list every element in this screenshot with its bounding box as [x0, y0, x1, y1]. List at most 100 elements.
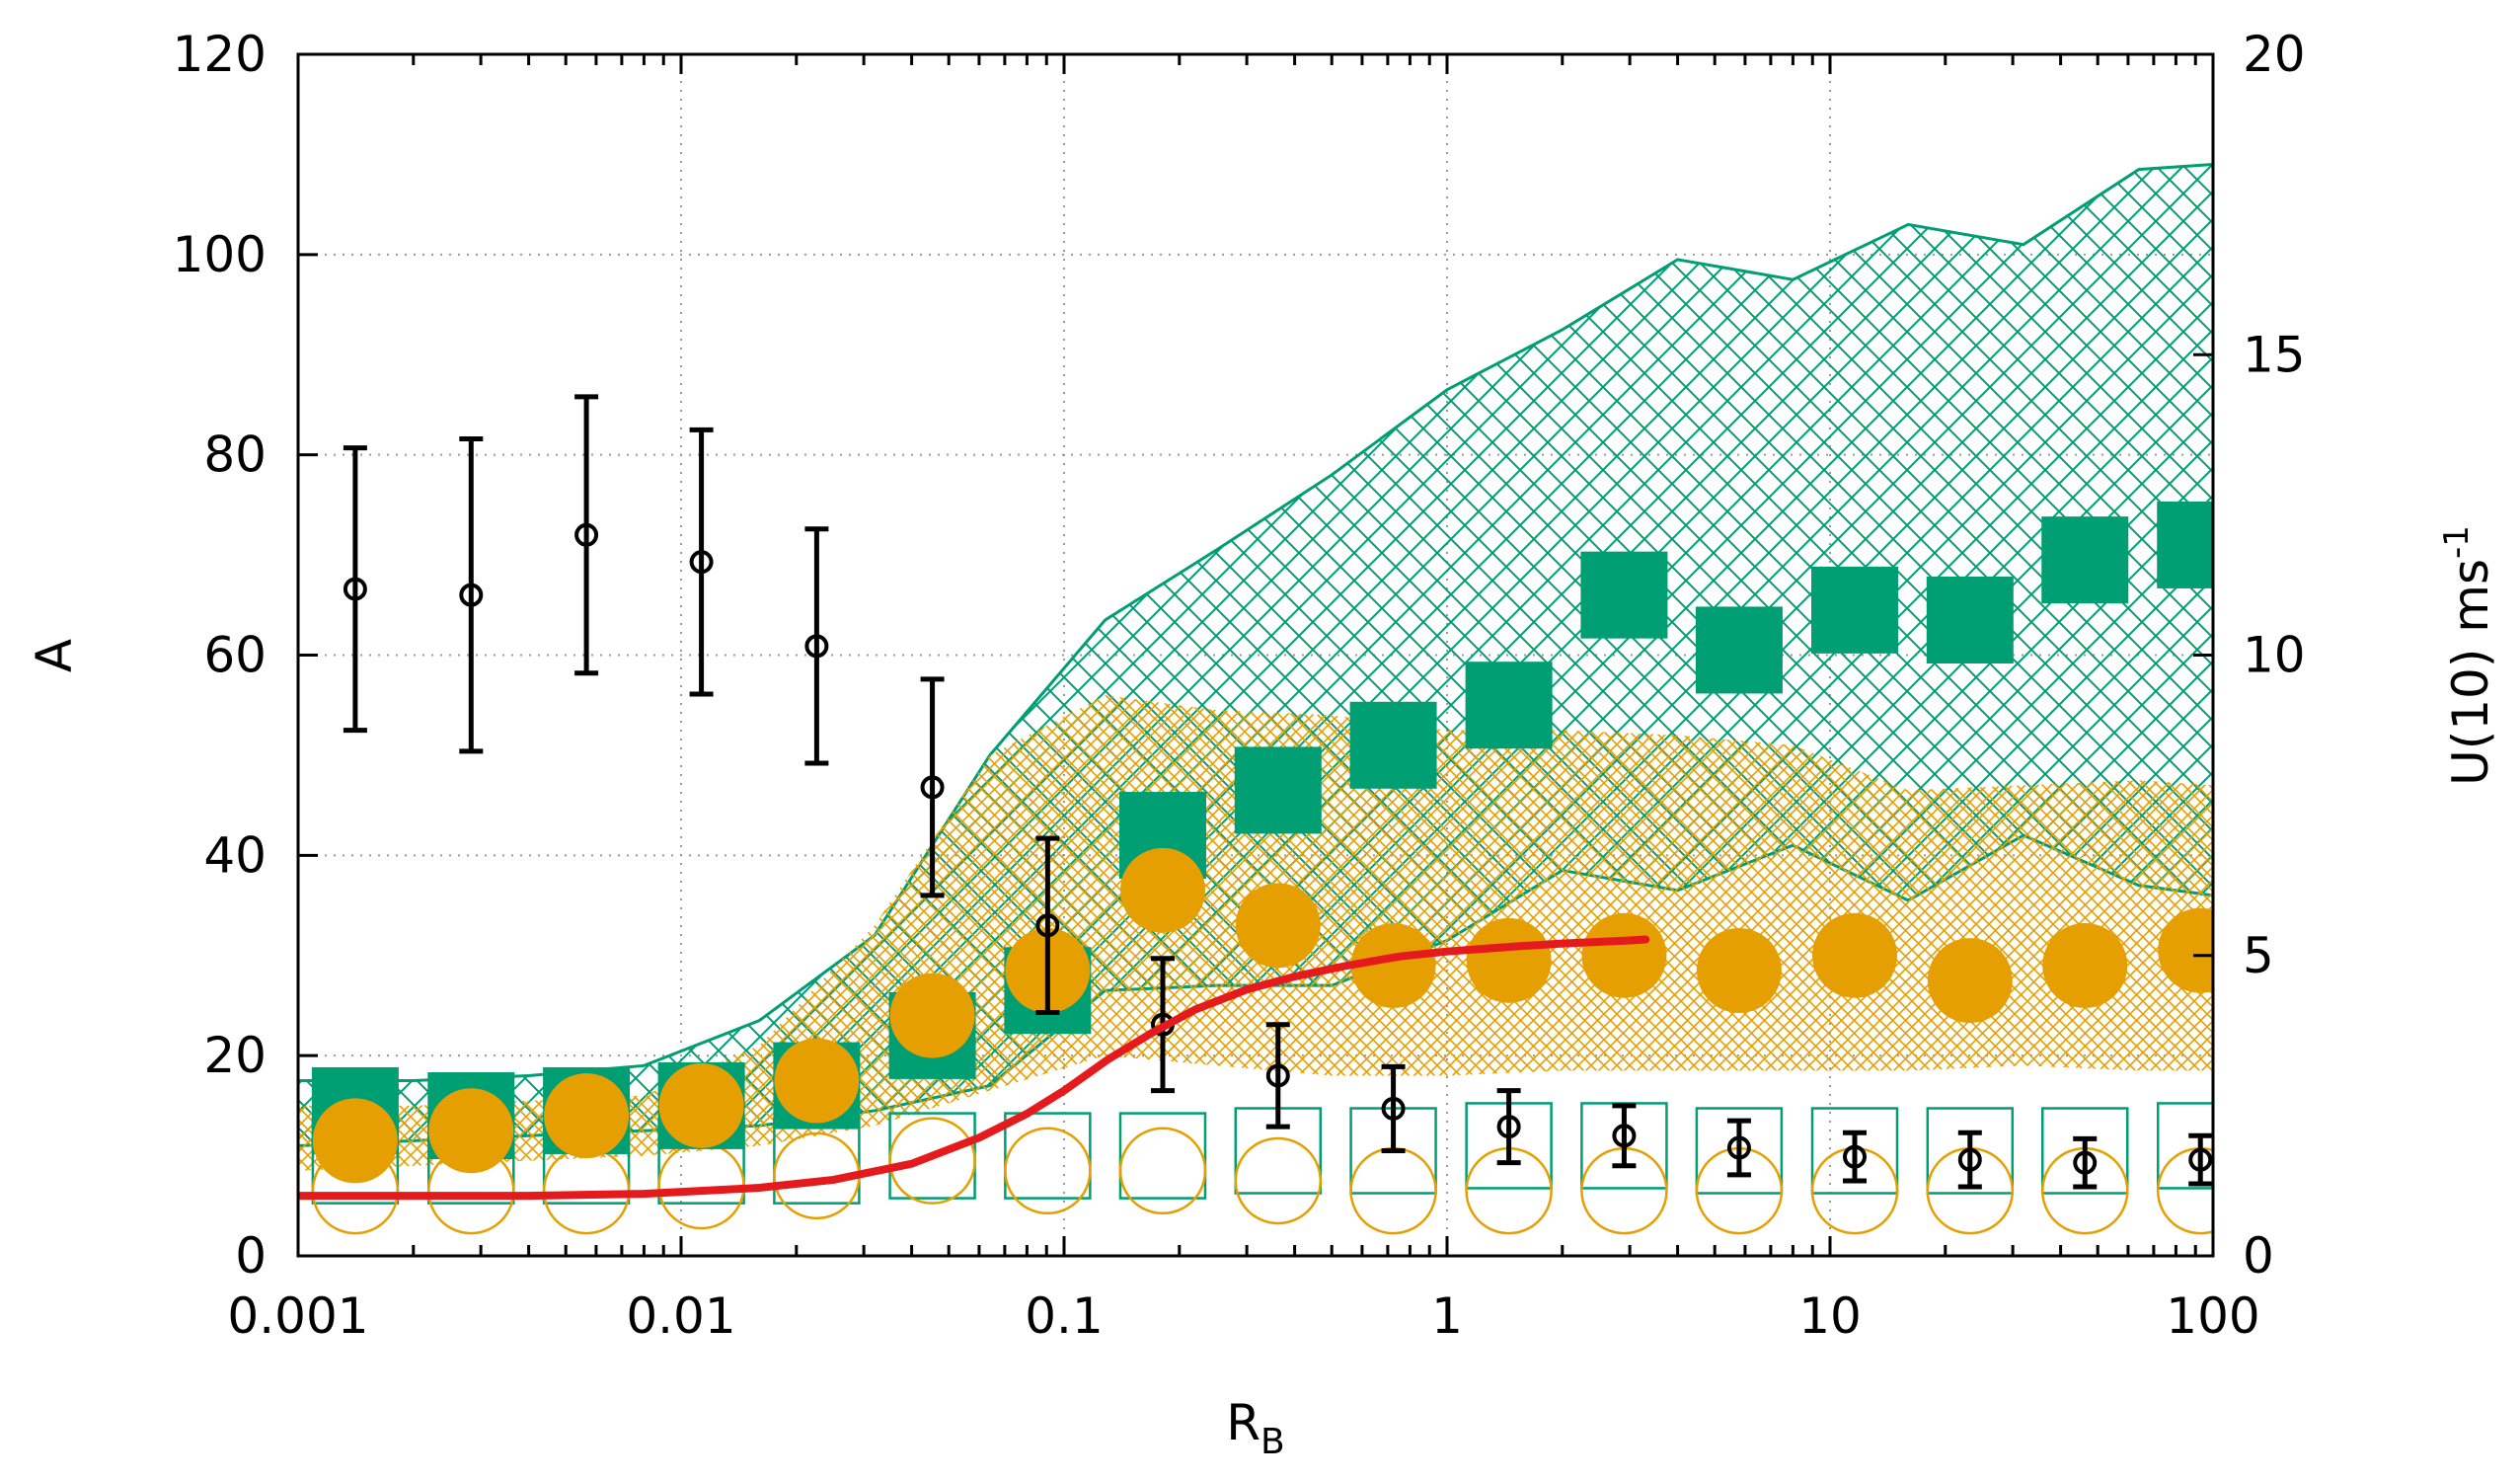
- y-tick-label: 100: [173, 226, 267, 283]
- errorbar: [1843, 1130, 1868, 1184]
- orange-filled-circle: [1927, 938, 2013, 1024]
- errorbar-point: [343, 577, 367, 601]
- orange-filled-circle: [544, 1073, 630, 1159]
- errorbar: [459, 435, 484, 754]
- x-tick-label: 0.01: [626, 1287, 735, 1345]
- y2-tick-label: 5: [2243, 927, 2274, 984]
- errorbar-point: [1381, 1096, 1406, 1121]
- errorbar-point: [920, 775, 945, 800]
- y2-axis-label-sup: -1: [2437, 525, 2477, 559]
- red-curve-line: [298, 935, 1650, 1201]
- errorbar-point: [1726, 1135, 1751, 1160]
- x-tick-label: 10: [1798, 1287, 1862, 1345]
- green-open-square: [1004, 1112, 1092, 1200]
- errorbar: [1957, 1130, 1982, 1190]
- x-axis-label: RB: [1226, 1394, 1284, 1462]
- y-tick-label: 20: [203, 1027, 267, 1084]
- errorbar: [2073, 1135, 2098, 1190]
- errorbar: [920, 676, 945, 898]
- orange-filled-circle: [2158, 907, 2213, 993]
- green-filled-square: [1926, 577, 2014, 664]
- green-filled-square: [1349, 701, 1437, 789]
- green-open-square: [2040, 1107, 2129, 1195]
- orange-open-circle: [1118, 1127, 1207, 1215]
- y-tick-label: 120: [173, 26, 267, 83]
- orange-filled-circle: [1581, 912, 1667, 998]
- orange-open-circles: [311, 1117, 2213, 1235]
- orange-filled-circle: [428, 1088, 514, 1174]
- y2-axis-label: U(10) ms-1: [2437, 525, 2499, 786]
- orange-open-circle: [1004, 1127, 1092, 1215]
- y-tick-label: 0: [235, 1227, 267, 1285]
- orange-filled-circle: [2042, 922, 2128, 1008]
- wind-speed-errorbars: [343, 394, 2213, 1190]
- y-axis-label: A: [26, 639, 83, 672]
- errorbar: [1381, 1063, 1406, 1154]
- green-open-square: [1118, 1112, 1207, 1200]
- green-filled-square: [1234, 746, 1322, 834]
- errorbar: [343, 445, 367, 734]
- orange-filled-circle: [889, 973, 975, 1058]
- orange-open-circle: [1349, 1146, 1437, 1235]
- green-filled-square: [2157, 501, 2213, 588]
- y-tick-label: 80: [203, 427, 267, 484]
- errorbar-point: [2073, 1150, 2098, 1175]
- orange-filled-circle: [658, 1062, 744, 1148]
- x-tick-labels: 0.001 0.01 0.1 1 10 100: [227, 1287, 2259, 1345]
- orange-open-circle: [1234, 1136, 1323, 1225]
- errorbar-point: [2188, 1147, 2213, 1172]
- errorbar-point: [1957, 1147, 1982, 1172]
- red-curve: [298, 935, 1650, 1201]
- orange-filled-circle: [312, 1098, 398, 1184]
- orange-filled-circle: [1235, 883, 1321, 969]
- orange-filled-circle: [1696, 927, 1782, 1013]
- green-band-fill: [298, 164, 2213, 1146]
- green-filled-square: [1465, 662, 1553, 749]
- errorbar: [1496, 1088, 1521, 1166]
- errorbar-point: [459, 583, 484, 607]
- orange-filled-circle: [774, 1038, 860, 1124]
- y2-tick-label: 15: [2243, 326, 2306, 383]
- x-axis-label-sub: B: [1260, 1422, 1285, 1462]
- orange-open-circle: [888, 1117, 976, 1205]
- y2-tick-label: 0: [2243, 1227, 2274, 1285]
- x-tick-label: 1: [1431, 1287, 1463, 1345]
- errorbar: [574, 394, 599, 676]
- orange-filled-circles: [312, 847, 2213, 1184]
- errorbar: [2188, 1132, 2213, 1187]
- errorbar-point: [689, 550, 714, 575]
- green-open-square: [1926, 1107, 2015, 1195]
- green-open-square: [2156, 1102, 2213, 1190]
- orange-filled-circle: [1466, 917, 1552, 1003]
- errorbar: [689, 427, 714, 697]
- errorbar-point: [1496, 1115, 1521, 1139]
- y-tick-labels: 0 20 40 60 80 100 120: [173, 26, 267, 1285]
- green-filled-square: [1695, 606, 1783, 694]
- orange-filled-circle: [1812, 912, 1898, 998]
- errorbar-point: [1265, 1063, 1290, 1088]
- x-tick-label: 100: [2166, 1287, 2259, 1345]
- x-tick-label: 0.1: [1025, 1287, 1104, 1345]
- green-filled-square: [1580, 551, 1668, 639]
- orange-filled-circle: [1119, 847, 1205, 933]
- green-filled-square: [1811, 566, 1899, 654]
- errorbar-point: [1035, 913, 1060, 938]
- errorbar: [1612, 1103, 1637, 1169]
- green-filled-square: [2041, 516, 2129, 604]
- errorbar: [1726, 1118, 1751, 1178]
- green-open-square: [1810, 1107, 1899, 1195]
- x-tick-label: 0.001: [227, 1287, 368, 1345]
- errorbar-point: [1612, 1124, 1637, 1148]
- green-open-square: [1695, 1107, 1784, 1195]
- errorbar: [1035, 835, 1060, 1016]
- y-tick-label: 40: [203, 826, 267, 884]
- errorbar-point: [1843, 1144, 1868, 1169]
- errorbar: [804, 526, 829, 766]
- axis-ticks: [296, 52, 2215, 1258]
- y2-tick-labels: 0 5 10 15 20: [2243, 26, 2306, 1285]
- x-axis-label-main: R: [1226, 1394, 1260, 1451]
- y-tick-label: 60: [203, 627, 267, 684]
- errorbar-point: [574, 522, 599, 547]
- errorbar-point: [804, 634, 829, 659]
